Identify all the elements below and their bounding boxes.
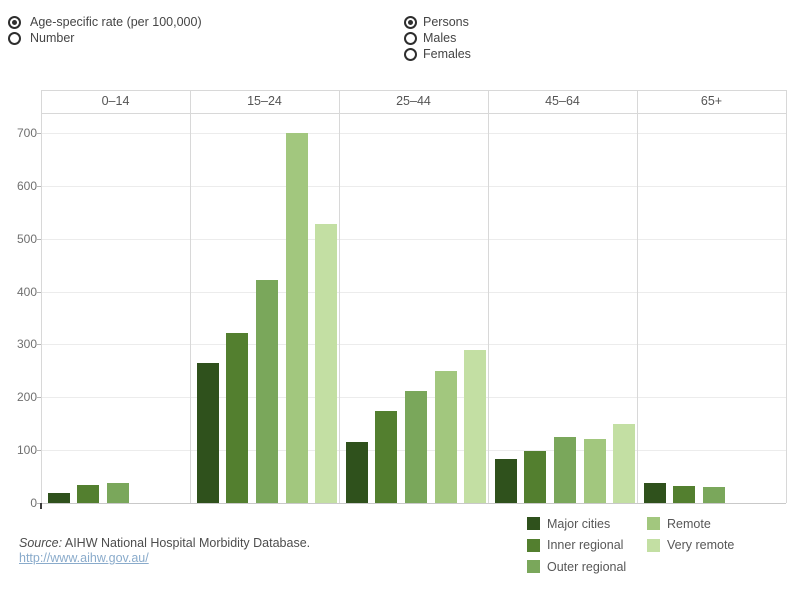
y-tick-label: 700 bbox=[16, 126, 37, 140]
y-tick-label: 200 bbox=[16, 390, 37, 405]
bar[interactable] bbox=[286, 133, 308, 503]
column-header-65+: 65+ bbox=[700, 94, 723, 108]
column-header-25–44: 25–44 bbox=[396, 94, 431, 108]
chart-top-border bbox=[41, 90, 786, 91]
radio-label-males[interactable]: Males bbox=[423, 31, 457, 45]
measure-radio-group: Age-specific rate (per 100,000) Number bbox=[8, 14, 202, 46]
y-tick-mark bbox=[36, 238, 41, 240]
bar[interactable] bbox=[584, 439, 606, 503]
bar[interactable] bbox=[77, 485, 99, 503]
legend-swatch bbox=[527, 560, 540, 573]
y-tick-mark bbox=[36, 291, 41, 293]
panel-divider bbox=[786, 90, 787, 503]
radio-selected-icon[interactable] bbox=[8, 15, 21, 29]
panel-divider bbox=[339, 90, 340, 503]
y-gridline bbox=[42, 238, 786, 240]
radio-females[interactable]: Females bbox=[404, 46, 471, 62]
y-tick-label: 400 bbox=[16, 284, 37, 299]
y-tick-mark bbox=[36, 450, 41, 452]
bar[interactable] bbox=[464, 350, 486, 503]
source-note: Source: AIHW National Hospital Morbidity… bbox=[19, 536, 310, 566]
y-gridline bbox=[42, 133, 786, 134]
bar[interactable] bbox=[495, 459, 517, 503]
panel-divider bbox=[488, 90, 489, 503]
bar[interactable] bbox=[644, 483, 666, 503]
bar[interactable] bbox=[226, 332, 248, 503]
bar[interactable] bbox=[524, 450, 546, 503]
sex-radio-group: Persons Males Females bbox=[404, 14, 471, 62]
source-link[interactable]: http://www.aihw.gov.au/ bbox=[19, 551, 149, 565]
y-tick-mark bbox=[36, 344, 41, 346]
legend-item-major-cities[interactable]: Major cities bbox=[527, 516, 626, 531]
bar[interactable] bbox=[703, 487, 725, 503]
source-line: Source: AIHW National Hospital Morbidity… bbox=[19, 536, 310, 551]
panel-divider bbox=[41, 90, 42, 503]
column-header-15–24: 15–24 bbox=[247, 94, 282, 108]
y-tick-label: 0 bbox=[30, 496, 37, 510]
radio-unselected-icon[interactable] bbox=[404, 47, 417, 61]
bar[interactable] bbox=[107, 482, 129, 503]
bar[interactable] bbox=[346, 441, 368, 503]
y-tick-mark bbox=[36, 397, 41, 399]
bar[interactable] bbox=[256, 280, 278, 503]
legend-column-2: Remote Very remote bbox=[647, 517, 734, 552]
radio-persons[interactable]: Persons bbox=[404, 14, 471, 30]
legend-swatch bbox=[527, 517, 540, 530]
y-gridline bbox=[42, 344, 786, 346]
bar[interactable] bbox=[315, 223, 337, 503]
column-header-45–64: 45–64 bbox=[545, 94, 580, 108]
legend-item-remote[interactable]: Remote bbox=[647, 516, 734, 531]
bar[interactable] bbox=[613, 423, 635, 503]
legend-swatch bbox=[647, 517, 660, 530]
legend-swatch bbox=[647, 538, 660, 552]
legend-label[interactable]: Inner regional bbox=[547, 538, 624, 552]
panel-divider bbox=[637, 90, 638, 503]
y-gridline bbox=[42, 291, 786, 293]
radio-males[interactable]: Males bbox=[404, 30, 471, 46]
x-axis-line bbox=[41, 503, 786, 504]
y-tick-label: 600 bbox=[16, 178, 37, 193]
radio-label-persons[interactable]: Persons bbox=[423, 15, 469, 29]
bar[interactable] bbox=[673, 485, 695, 503]
bar[interactable] bbox=[197, 362, 219, 503]
header-bottom-border bbox=[41, 113, 786, 114]
radio-number[interactable]: Number bbox=[8, 30, 202, 46]
radio-label-number[interactable]: Number bbox=[30, 31, 75, 45]
radio-label-age-specific-rate[interactable]: Age-specific rate (per 100,000) bbox=[30, 15, 202, 29]
column-header-0–14: 0–14 bbox=[101, 94, 130, 108]
y-tick-label: 300 bbox=[16, 337, 37, 352]
y-gridline bbox=[42, 185, 786, 187]
panel-divider bbox=[190, 90, 191, 503]
bar[interactable] bbox=[405, 391, 427, 503]
legend-label[interactable]: Very remote bbox=[667, 538, 735, 552]
bar[interactable] bbox=[48, 492, 70, 503]
legend-label[interactable]: Major cities bbox=[547, 516, 611, 531]
y-tick-mark bbox=[36, 133, 41, 134]
y-tick-label: 500 bbox=[16, 231, 37, 246]
radio-unselected-icon[interactable] bbox=[8, 31, 21, 45]
legend-label[interactable]: Remote bbox=[667, 516, 711, 531]
legend-column-1: Major cities Inner regional Outer region… bbox=[527, 516, 627, 574]
bar[interactable] bbox=[435, 371, 457, 503]
legend-item-very-remote[interactable]: Very remote bbox=[647, 538, 735, 552]
source-prefix: Source: bbox=[19, 536, 63, 550]
legend-item-outer-regional[interactable]: Outer regional bbox=[527, 559, 627, 574]
bar[interactable] bbox=[554, 437, 576, 503]
radio-selected-icon[interactable] bbox=[404, 15, 417, 29]
bar[interactable] bbox=[375, 410, 397, 503]
legend-label[interactable]: Outer regional bbox=[547, 559, 627, 574]
zero-tick-mark bbox=[40, 503, 42, 509]
radio-label-females[interactable]: Females bbox=[423, 47, 471, 61]
y-tick-mark bbox=[36, 185, 41, 187]
y-tick-mark bbox=[36, 503, 41, 504]
source-text: AIHW National Hospital Morbidity Databas… bbox=[62, 536, 311, 550]
legend-swatch bbox=[527, 538, 540, 552]
radio-unselected-icon[interactable] bbox=[404, 31, 417, 45]
legend-item-inner-regional[interactable]: Inner regional bbox=[527, 538, 626, 552]
y-tick-label: 100 bbox=[16, 443, 37, 458]
radio-age-specific-rate[interactable]: Age-specific rate (per 100,000) bbox=[8, 14, 202, 30]
